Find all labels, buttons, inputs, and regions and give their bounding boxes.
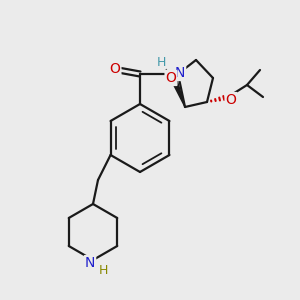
Text: O: O bbox=[110, 62, 120, 76]
Text: H: H bbox=[156, 56, 166, 68]
Text: N: N bbox=[175, 66, 185, 80]
Text: O: O bbox=[226, 93, 236, 107]
Polygon shape bbox=[173, 81, 185, 107]
Text: O: O bbox=[166, 71, 176, 85]
Text: H: H bbox=[98, 263, 108, 277]
Text: N: N bbox=[85, 256, 95, 270]
